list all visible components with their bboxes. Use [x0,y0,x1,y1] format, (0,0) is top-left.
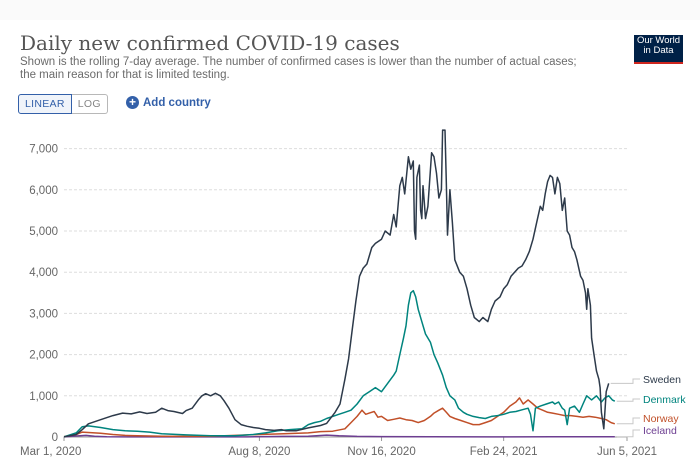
add-country-button[interactable]: + Add country [126,96,211,109]
series-line-denmark[interactable] [63,289,616,438]
log-scale-button[interactable]: LOG [71,94,108,114]
legend-label-iceland[interactable]: Iceland [643,425,677,437]
logo-line-1: Our World [636,35,681,46]
y-tick-label: 4,000 [29,267,58,279]
logo-line-2: in Data [643,45,674,56]
legend-label-denmark[interactable]: Denmark [643,394,686,406]
x-tick-label: Feb 24, 2021 [470,446,538,458]
y-tick-label: 5,000 [29,226,58,238]
x-tick-label: Jun 5, 2021 [597,446,657,458]
chart-title: Daily new confirmed COVID-19 cases [20,31,400,55]
legend-label-sweden[interactable]: Sweden [643,374,681,386]
plus-icon: + [126,96,139,109]
scale-toggle: LINEAR LOG [18,94,108,114]
legend-leader-line [616,417,640,425]
y-tick-label: 0 [52,432,58,444]
series-line-iceland[interactable] [63,434,615,438]
add-country-label: Add country [143,96,211,109]
owid-logo[interactable]: Our World in Data [634,35,683,64]
x-tick-label: Mar 1, 2020 [20,446,81,458]
y-tick-label: 3,000 [29,308,58,320]
linear-scale-button[interactable]: LINEAR [18,94,72,114]
legend-label-norway[interactable]: Norway [643,413,679,425]
legend-leader-line [616,398,640,402]
x-tick-label: Nov 16, 2020 [347,446,415,458]
y-tick-label: 2,000 [29,350,58,362]
browser-top-strip [0,0,700,20]
legend-leader-line [610,378,640,384]
y-tick-label: 7,000 [29,144,58,156]
x-tick-label: Aug 8, 2020 [228,446,290,458]
y-tick-label: 1,000 [29,391,58,403]
y-tick-label: 6,000 [29,185,58,197]
chart-subtitle: Shown is the rolling 7-day average. The … [20,56,577,81]
series-line-sweden[interactable] [63,129,610,438]
legend-leader-line [616,429,640,438]
